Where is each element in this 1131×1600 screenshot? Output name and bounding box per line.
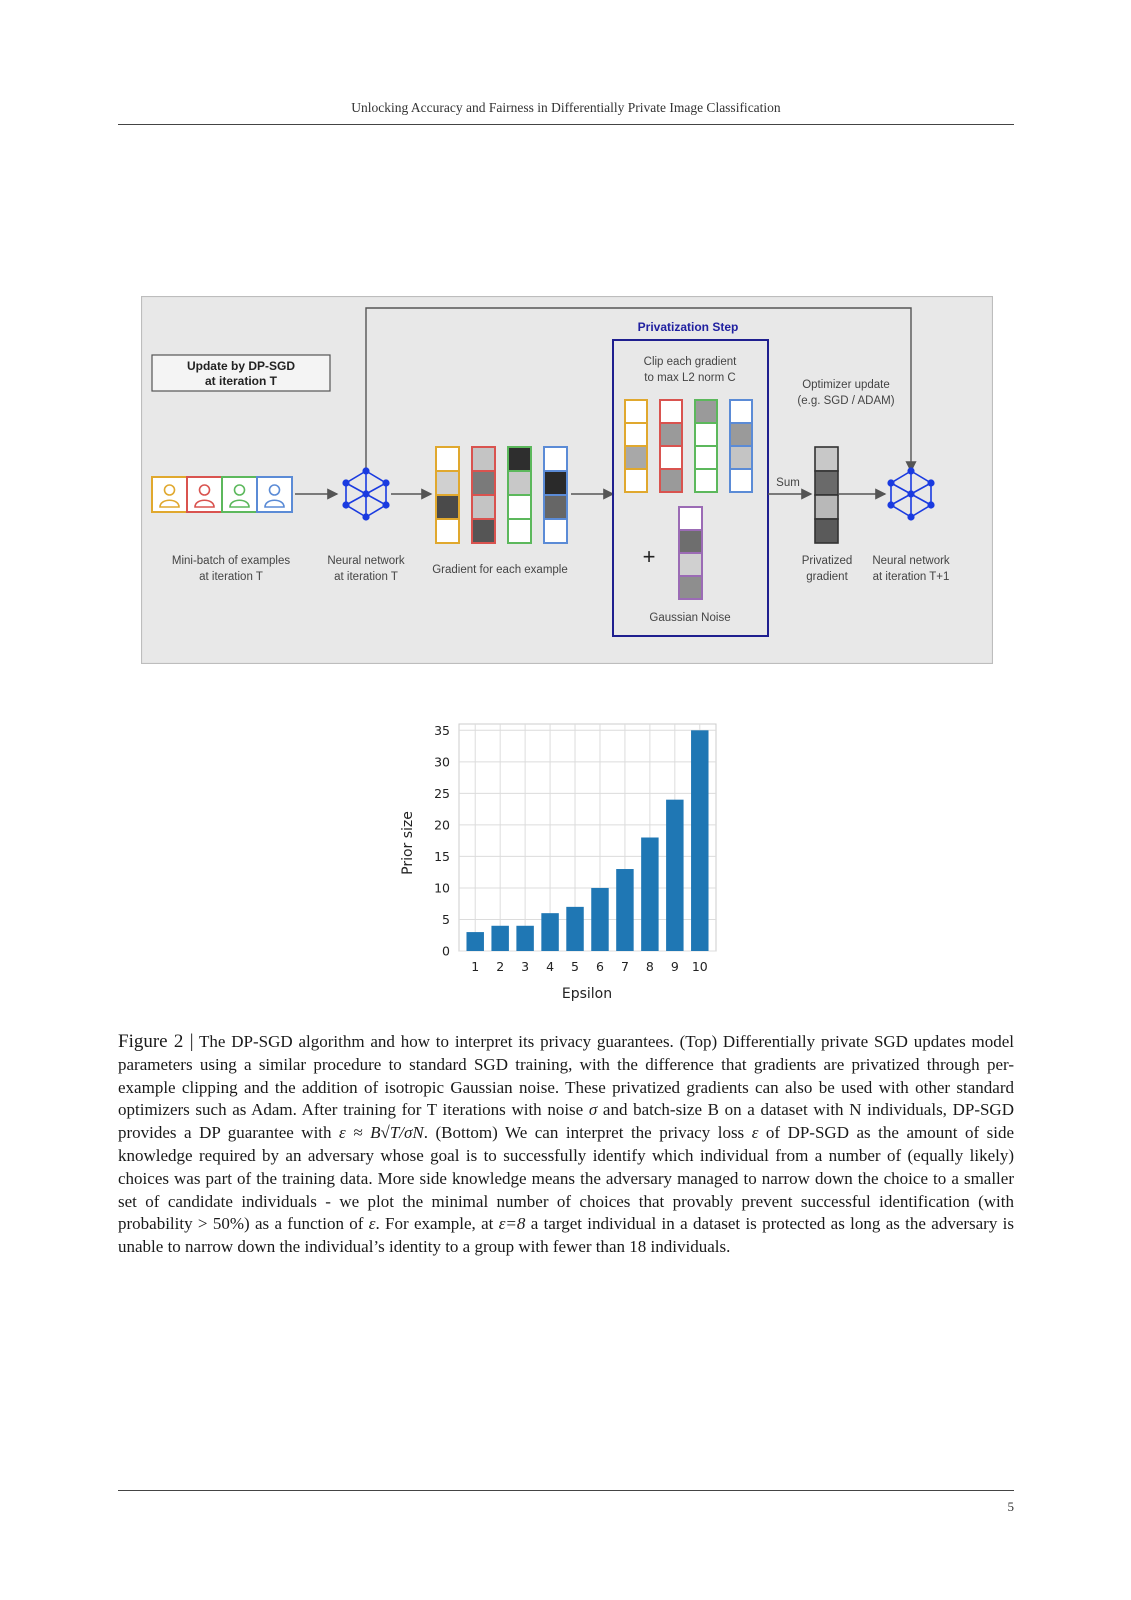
caption-text: and batch-size B on a dataset with N ind… — [118, 1100, 1014, 1143]
person-icon — [151, 476, 188, 513]
y-tick-label: 25 — [434, 786, 450, 801]
bar — [541, 913, 559, 951]
y-tick-label: 30 — [434, 754, 450, 769]
privatized-gradient-vector — [814, 446, 839, 544]
prior-size-bar-chart: 0 5 10 15 20 25 30 35 1 2 3 4 5 6 7 8 9 10 Epsilon Prior… — [400, 723, 717, 1002]
caption-label: Figure 2 | — [118, 1031, 194, 1052]
network-label-line2: at iteration T — [334, 571, 398, 583]
person-icon — [256, 476, 293, 513]
y-tick-label: 35 — [434, 723, 450, 738]
network-label-line1: Neural network — [327, 555, 405, 567]
minibatch-examples — [151, 476, 293, 513]
y-tick-label: 10 — [434, 880, 450, 895]
caption-text: of DP-SGD as the amount of side knowledg… — [118, 1123, 1014, 1234]
y-tick-label: 20 — [434, 817, 450, 832]
clip-label-line1: Clip each gradient — [644, 356, 738, 368]
network-next-label-line2: at iteration T+1 — [873, 571, 950, 583]
running-title: Unlocking Accuracy and Fairness in Diffe… — [351, 100, 781, 115]
bar — [516, 925, 534, 951]
caption-text: . (Bottom) We can interpret the privacy … — [423, 1123, 752, 1143]
x-tick-label: 9 — [671, 959, 679, 974]
y-tick-label: 0 — [442, 944, 450, 959]
neural-network-next-icon — [887, 467, 935, 521]
gradient-vector — [507, 446, 532, 544]
x-tick-label: 1 — [471, 959, 479, 974]
plus-symbol: + — [643, 544, 656, 569]
chart-bars — [466, 730, 709, 951]
dpsgd-diagram: Update by DP-SGD at iteration T — [141, 296, 993, 664]
gradient-vector — [659, 399, 683, 493]
noise-label: Gaussian Noise — [649, 612, 730, 624]
gradient-vector — [543, 446, 568, 544]
y-tick-labels: 0 5 10 15 20 25 30 35 — [434, 723, 450, 959]
x-tick-label: 2 — [496, 959, 504, 974]
bar — [616, 869, 634, 951]
x-tick-label: 7 — [621, 959, 629, 974]
gradient-vector — [729, 399, 753, 493]
caption-text: The DP-SGD algorithm and how to interpre… — [118, 1032, 1014, 1120]
x-tick-label: 6 — [596, 959, 604, 974]
y-tick-label: 5 — [442, 912, 450, 927]
clipped-gradients — [624, 399, 753, 493]
caption-formula: ε ≈ B√T/σN — [339, 1123, 424, 1143]
footer-rule — [118, 1490, 1014, 1491]
figure-caption: Figure 2 | The DP-SGD algorithm and how … — [118, 1031, 1014, 1259]
page-number: 5 — [1007, 1499, 1015, 1514]
bar — [591, 887, 609, 951]
network-next-label-line1: Neural network — [872, 555, 950, 567]
minibatch-label-line2: at iteration T — [199, 571, 263, 583]
caption-text: a target individual in a dataset is prot… — [118, 1214, 1015, 1257]
x-tick-label: 10 — [692, 959, 708, 974]
person-icon — [221, 476, 258, 513]
privatized-label-line1: Privatized — [802, 555, 853, 567]
privatization-title: Privatization Step — [638, 320, 739, 334]
caption-epsilon: ε — [751, 1123, 759, 1143]
privatized-label-line2: gradient — [806, 571, 848, 583]
bar — [641, 837, 659, 951]
update-box-line2: at iteration T — [205, 374, 278, 388]
gradient-vector — [624, 399, 648, 493]
bar — [566, 906, 584, 951]
x-tick-label: 3 — [521, 959, 529, 974]
y-axis-label: Prior size — [400, 811, 416, 875]
x-axis-label: Epsilon — [562, 986, 612, 1002]
minibatch-label-line1: Mini-batch of examples — [172, 555, 290, 567]
caption-sigma: σ — [588, 1100, 598, 1120]
neural-network-icon — [342, 467, 390, 521]
clip-label-line2: to max L2 norm C — [644, 372, 735, 384]
person-icon — [186, 476, 223, 513]
bar — [491, 925, 509, 951]
optimizer-label-line1: Optimizer update — [802, 379, 890, 391]
header-rule — [118, 124, 1014, 125]
bar — [466, 932, 484, 951]
optimizer-label-line2: (e.g. SGD / ADAM) — [797, 395, 894, 407]
caption-epsilon-eq: ε=8 — [498, 1214, 526, 1234]
gradient-vector — [694, 399, 718, 493]
privatization-box — [612, 339, 769, 637]
per-example-gradients — [435, 446, 568, 544]
update-box-line1: Update by DP-SGD — [187, 359, 295, 373]
x-tick-label: 5 — [571, 959, 579, 974]
y-tick-label: 15 — [434, 849, 450, 864]
x-tick-label: 8 — [646, 959, 654, 974]
update-box — [151, 354, 331, 392]
gaussian-noise-vector — [678, 506, 703, 600]
update-loop-connector — [365, 307, 917, 473]
gradient-vector — [471, 446, 496, 544]
bar — [691, 730, 709, 951]
gradient-vector — [435, 446, 460, 544]
x-tick-labels: 1 2 3 4 5 6 7 8 9 10 — [471, 959, 708, 974]
bar — [666, 799, 684, 951]
x-tick-label: 4 — [546, 959, 554, 974]
caption-text: . For example, at — [375, 1214, 499, 1234]
sum-label: Sum — [776, 477, 800, 489]
gradient-label: Gradient for each example — [432, 564, 568, 576]
caption-epsilon: ε — [368, 1214, 376, 1234]
